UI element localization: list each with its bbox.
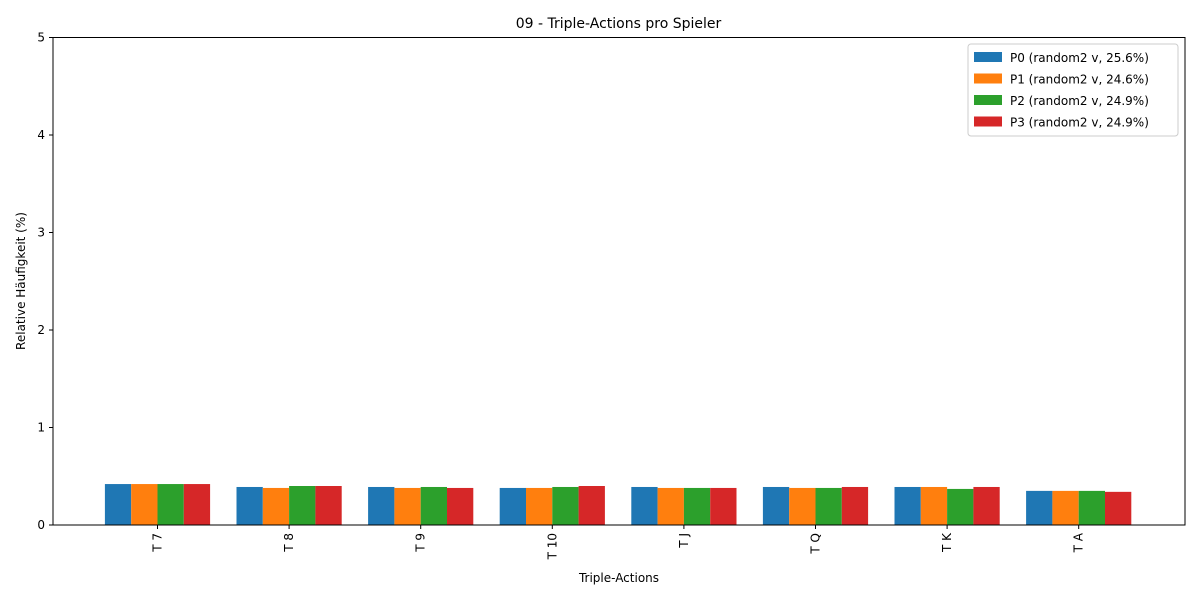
bar-t-j-p0 (631, 486, 658, 525)
legend-swatch-p2 (974, 95, 1002, 105)
bar-t-j-p2 (683, 487, 711, 525)
bar-t-k-p3 (973, 486, 1000, 525)
y-tick-label: 0 (37, 518, 45, 532)
legend-swatch-p1 (974, 73, 1002, 84)
bar-t-k-p2 (947, 488, 974, 525)
legend-label-p3: P3 (random2 v, 24.9%) (1010, 116, 1149, 130)
bar-t-a-p0 (1026, 490, 1053, 526)
bar-t-k-p0 (894, 486, 921, 525)
legend: P0 (random2 v, 25.6%) P1 (random2 v, 24.6… (967, 43, 1179, 137)
x-tick-label: T 8 (282, 533, 296, 553)
bar-t-10-p2 (552, 486, 579, 525)
bar-t-q-p0 (762, 486, 790, 525)
x-tick-label: T K (940, 532, 954, 553)
bar-t-q-p1 (789, 487, 816, 525)
x-axis-label: Triple-Actions (578, 571, 659, 585)
bar-t-a-p1 (1052, 490, 1079, 526)
bar-t-10-p0 (499, 487, 526, 525)
bar-t-9-p3 (447, 487, 474, 525)
y-tick-label: 5 (37, 31, 45, 45)
y-axis-label: Relative Häufigkeit (%) (14, 212, 28, 350)
bar-t-8-p3 (315, 486, 342, 525)
bar-t-q-p3 (841, 486, 869, 525)
y-tick-label: 1 (37, 421, 45, 435)
bar-t-q-p2 (815, 487, 842, 525)
bar-t-k-p1 (920, 486, 948, 525)
bar-t-8-p1 (262, 487, 290, 525)
bar-t-9-p0 (368, 486, 395, 525)
y-tick-label: 3 (37, 226, 45, 240)
bar-t-a-p2 (1078, 490, 1105, 526)
legend-label-p2: P2 (random2 v, 24.9%) (1010, 94, 1149, 108)
bar-t-8-p0 (236, 486, 263, 525)
bars-group (104, 484, 1132, 526)
legend-swatch-p3 (974, 116, 1002, 127)
legend-frame (967, 43, 1179, 137)
bar-t-7-p0 (104, 484, 132, 525)
bar-t-10-p1 (526, 487, 553, 525)
y-axis: 0 1 2 3 4 5 (37, 31, 53, 532)
x-tick-label: T 9 (414, 533, 428, 553)
bar-t-9-p2 (420, 486, 447, 525)
bar-t-a-p3 (1105, 491, 1132, 525)
bar-t-7-p2 (157, 484, 184, 525)
bar-t-j-p1 (657, 487, 684, 525)
legend-label-p0: P0 (random2 v, 25.6%) (1010, 51, 1149, 65)
x-tick-label: T J (677, 533, 691, 549)
bar-t-7-p3 (183, 484, 211, 525)
plot-frame (52, 37, 1186, 526)
legend-swatch-p0 (974, 52, 1002, 62)
x-tick-label: T Q (809, 533, 823, 555)
bar-t-7-p1 (131, 484, 158, 525)
bar-t-9-p1 (394, 487, 421, 525)
bar-t-j-p3 (710, 487, 737, 525)
y-tick-label: 4 (37, 128, 45, 142)
x-axis: T 7 T 8 T 9 T 10 T J T Q T K T A (151, 525, 1086, 560)
chart-title: 09 - Triple-Actions pro Spieler (516, 16, 722, 32)
x-tick-label: T A (1072, 532, 1086, 553)
x-tick-label: T 7 (151, 533, 165, 553)
bar-t-10-p3 (578, 486, 605, 525)
x-tick-label: T 10 (545, 533, 559, 560)
bar-t-8-p2 (289, 486, 316, 525)
legend-label-p1: P1 (random2 v, 24.6%) (1010, 73, 1149, 87)
y-tick-label: 2 (37, 323, 45, 337)
